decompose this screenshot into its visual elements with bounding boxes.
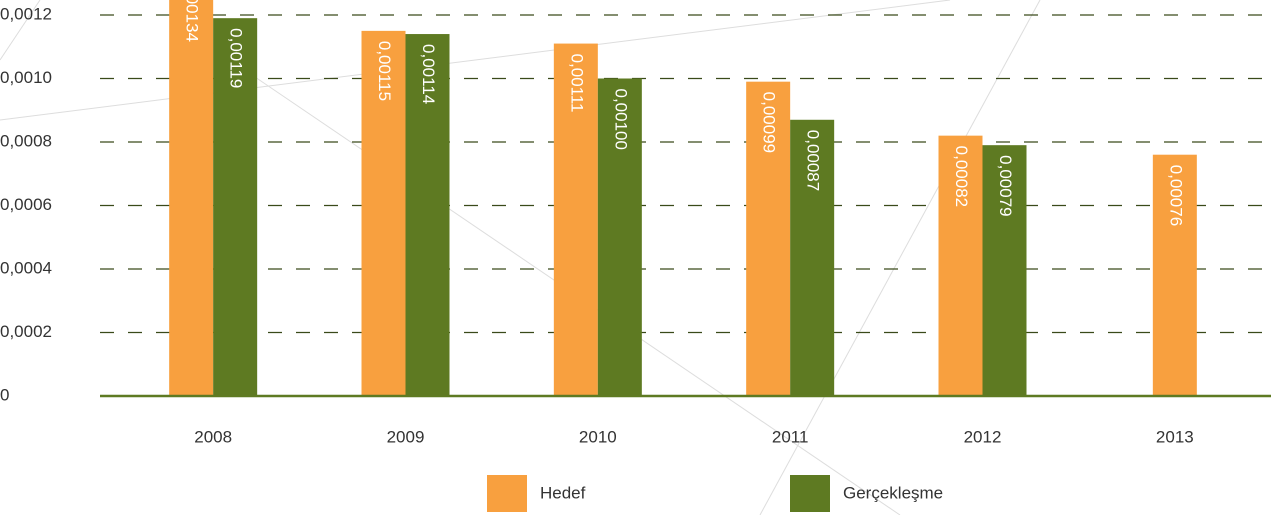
bar [361,30,406,396]
y-tick-label: 0,0006 [0,195,52,214]
data-label: 0,00076 [1166,165,1185,226]
data-label: 0,00082 [952,146,971,207]
bar [169,0,214,397]
x-tick-label: 2008 [194,427,232,446]
data-label: 0,00111 [567,54,586,113]
bar [597,78,642,396]
x-tick-label: 2011 [772,427,809,446]
x-tick-label: 2010 [579,427,617,446]
data-label: 0,00087 [804,130,823,191]
y-tick-label: 0,0008 [0,131,52,150]
bar [746,81,791,397]
legend-swatch [487,475,527,512]
data-label: 0,00099 [760,92,779,153]
legend-label: Gerçekleşme [843,483,943,502]
data-label: 0,00079 [996,155,1015,216]
y-tick-label: 0,0002 [0,322,52,341]
x-tick-label: 2012 [964,427,1002,446]
bar [1152,154,1197,396]
data-label: 0,00115 [375,41,394,101]
data-label: 0,00114 [419,44,438,104]
y-tick-label: 0 [0,385,9,404]
data-label: 0,00119 [227,28,246,88]
y-tick-label: 0,0010 [0,68,52,87]
x-tick-label: 2013 [1156,427,1194,446]
bar [213,18,258,397]
data-label: 0,00100 [611,89,630,150]
bar [553,43,598,396]
bar [982,145,1027,396]
y-tick-label: 0,0012 [0,4,52,23]
legend-label: Hedef [540,483,586,502]
background-decoration [0,0,1041,516]
data-label: 0,00134 [183,0,202,42]
y-tick-label: 0,0004 [0,258,52,277]
bar [938,135,983,396]
legend-swatch [790,475,830,512]
bar [405,34,450,397]
bar [790,119,835,397]
x-tick-label: 2009 [387,427,425,446]
